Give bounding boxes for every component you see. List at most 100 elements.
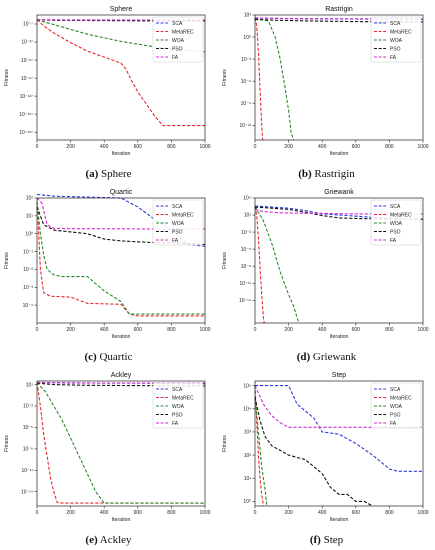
legend-label-woa: WOA: [172, 404, 185, 410]
x-tick-label: 400: [100, 327, 109, 333]
series-line-woa: [36, 19, 206, 53]
x-tick-label: 200: [284, 327, 293, 333]
legend-label-fa: FA: [390, 55, 397, 61]
legend-label-metarec: MetaREC: [390, 212, 412, 218]
y-tick-label: 10⁵: [243, 383, 251, 389]
x-tick-label: 200: [284, 144, 293, 150]
y-tick-label: 10⁰: [243, 499, 251, 505]
y-tick-label: 10⁻²: [23, 267, 33, 273]
panel-caption-name: Griewank: [312, 351, 357, 363]
y-axis-label: Fitness: [4, 435, 10, 452]
y-tick-label: 10⁻⁸: [23, 447, 33, 453]
y-axis-label: Fitness: [222, 435, 228, 452]
y-tick-label: 10⁻²: [241, 230, 251, 236]
x-tick-label: 600: [352, 327, 361, 333]
y-tick-label: 10⁻⁵: [241, 247, 251, 253]
series-line-sca: [255, 385, 423, 472]
chart-title: Quartic: [110, 189, 133, 196]
legend-box: [370, 16, 422, 63]
legend-label-metarec: MetaREC: [172, 395, 194, 401]
panel-caption-name: Step: [323, 534, 344, 546]
panel-f: Step 0 200 400 600 800 1000 10⁵ 10⁴ 10³ 10² 10¹ 10⁰ I…: [218, 366, 435, 549]
series-line-fa: [254, 385, 423, 428]
legend-label-pso: PSO: [172, 46, 183, 52]
series-line-metarec: [36, 201, 205, 317]
panel-caption-letter: (a): [85, 168, 99, 180]
series-line-woa: [36, 382, 205, 504]
x-tick-label: 200: [66, 510, 75, 516]
y-tick-label: 10⁻⁶: [241, 79, 251, 85]
legend-label-sca: SCA: [390, 387, 401, 393]
panel-caption: (f) Step: [218, 534, 435, 546]
chart-c: Quartic 0 200 400 600 800 1000 10² 10¹ 10⁰ 10⁻¹ 10⁻…: [4, 189, 211, 340]
legend-label-fa: FA: [390, 421, 397, 427]
y-tick-label: 10³: [244, 430, 252, 436]
legend-label-sca: SCA: [172, 387, 183, 393]
x-tick-label: 200: [66, 327, 75, 333]
y-tick-label: 10⁻⁷: [23, 22, 33, 28]
legend-label-fa: FA: [390, 238, 397, 244]
series-line-pso: [36, 206, 206, 245]
panel-caption-letter: (d): [296, 351, 311, 363]
chart-a: Sphere 0 200 400 600 800 1000 10⁻⁷ 10⁻³⁷ 10⁻⁶⁷ 10⁻…: [4, 6, 211, 157]
series-line-fa: [254, 17, 424, 20]
legend-label-sca: SCA: [390, 21, 401, 27]
legend-label-sca: SCA: [172, 204, 183, 210]
x-tick-label: 200: [66, 144, 75, 150]
legend-label-woa: WOA: [172, 38, 185, 44]
chart-f: Step 0 200 400 600 800 1000 10⁵ 10⁴ 10³ 10² 10¹ 10⁰ I…: [222, 372, 429, 523]
x-axis-label: Iteration: [330, 334, 349, 340]
y-axis-label: Fitness: [222, 69, 228, 86]
y-tick-label: 10⁻⁹: [241, 101, 251, 107]
chart-title: Sphere: [110, 6, 133, 13]
panel-caption-name: Quartic: [99, 351, 133, 363]
x-axis-label: Iteration: [330, 151, 349, 157]
series-line-metarec: [36, 19, 205, 127]
x-axis-label: Iteration: [112, 334, 131, 340]
panel-caption-name: Sphere: [101, 168, 132, 180]
x-tick-label: 1000: [417, 327, 428, 333]
series-line-pso: [254, 206, 423, 220]
y-tick-label: 10⁻⁶⁷: [21, 58, 33, 64]
legend-label-pso: PSO: [390, 229, 401, 235]
y-axis-label: Fitness: [4, 69, 10, 86]
panel-caption-letter: (b): [298, 168, 312, 180]
x-tick-label: 600: [352, 510, 361, 516]
x-tick-label: 800: [385, 327, 394, 333]
series-line-woa: [254, 18, 295, 141]
x-tick-label: 600: [134, 144, 143, 150]
chart-d: Griewank 0 200 400 600 800 1000 10⁴ 10¹ 10⁻² 10⁻⁵ 1…: [222, 189, 429, 340]
series-line-woa: [254, 397, 268, 507]
x-axis-label: Iteration: [112, 517, 131, 523]
series-line-fa: [254, 208, 423, 215]
series-line-pso: [36, 382, 206, 387]
x-tick-label: 0: [36, 510, 39, 516]
plot-frame: [36, 14, 206, 141]
y-tick-label: 10⁻³⁷: [21, 40, 33, 46]
y-tick-label: 10⁻¹⁴: [21, 489, 33, 495]
x-tick-label: 800: [385, 144, 394, 150]
legend-label-fa: FA: [172, 238, 179, 244]
y-tick-label: 10⁻¹⁵⁷: [19, 112, 33, 118]
y-tick-label: 10⁰: [25, 231, 33, 237]
legend-label-metarec: MetaREC: [390, 395, 412, 401]
series-line-pso: [254, 397, 373, 507]
legend-box: [370, 382, 422, 429]
panel-caption-name: Ackley: [99, 534, 132, 546]
series-line-metarec: [36, 382, 205, 504]
x-tick-label: 200: [284, 510, 293, 516]
panel-caption: (c) Quartic: [0, 351, 217, 363]
x-tick-label: 1000: [199, 144, 210, 150]
panel-caption: (e) Ackley: [0, 534, 217, 546]
y-axis-label: Fitness: [4, 252, 10, 269]
panel-caption: (d) Griewank: [218, 351, 435, 363]
y-tick-label: 10⁻¹²: [239, 123, 251, 129]
y-tick-label: 10⁻¹¹: [21, 468, 33, 474]
y-axis-label: Fitness: [222, 252, 228, 269]
legend-box: [152, 16, 204, 63]
plot-frame: [254, 197, 424, 324]
chart-b: Rastrigin 0 200 400 600 800 1000 10³ 10⁰ 10⁻³ 10⁻⁶…: [222, 6, 429, 157]
x-tick-label: 400: [100, 144, 109, 150]
y-tick-label: 10¹: [26, 382, 34, 388]
